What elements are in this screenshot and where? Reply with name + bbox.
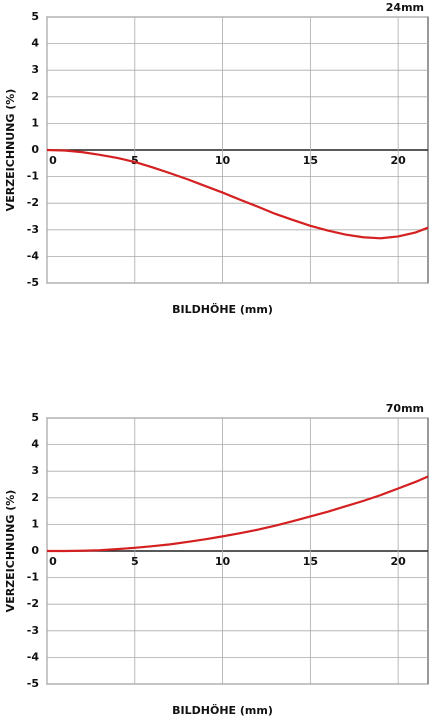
x-axis-label: BILDHÖHE (mm) [172,703,273,717]
y-tick-label: 3 [31,464,39,477]
chart-title: 24mm [386,1,424,14]
y-tick-label: 1 [31,517,39,530]
y-tick-label: 3 [31,63,39,76]
y-tick-label: -5 [27,276,39,289]
y-tick-label: -1 [27,170,39,183]
y-tick-label: 1 [31,116,39,129]
y-tick-label: 5 [31,411,39,424]
y-tick-label: 0 [31,143,39,156]
line [46,148,429,240]
y-tick-label: -1 [27,571,39,584]
x-tick-label: 20 [390,555,406,568]
x-tick-label: 20 [390,154,406,167]
line [47,475,429,553]
y-tick-label: 4 [31,438,39,451]
chart-title: 70mm [386,402,424,415]
y-tick-label: -3 [27,223,39,236]
y-tick-label: 2 [31,90,39,103]
x-tick-label: 5 [131,154,139,167]
y-tick-label: -2 [27,196,39,209]
y-tick-label: 0 [31,544,39,557]
x-tick-label: 15 [303,154,318,167]
x-axis-label: BILDHÖHE (mm) [172,302,273,316]
x-tick-label: 10 [215,154,231,167]
y-tick-label: -4 [27,650,40,663]
y-tick-label: -2 [27,597,39,610]
x-tick-label: 0 [49,555,57,568]
y-tick-label: -4 [27,249,40,262]
y-axis-label: VERZEICHNUNG (%) [4,89,17,212]
x-tick-label: 15 [303,555,318,568]
y-tick-label: 5 [31,10,39,23]
x-tick-label: 10 [215,555,231,568]
y-tick-label: 2 [31,491,39,504]
x-tick-label: 0 [49,154,57,167]
y-tick-label: -3 [27,624,39,637]
y-tick-label: -5 [27,677,39,690]
x-tick-label: 5 [131,555,139,568]
y-tick-label: 4 [31,37,39,50]
y-axis-label: VERZEICHNUNG (%) [4,490,17,613]
